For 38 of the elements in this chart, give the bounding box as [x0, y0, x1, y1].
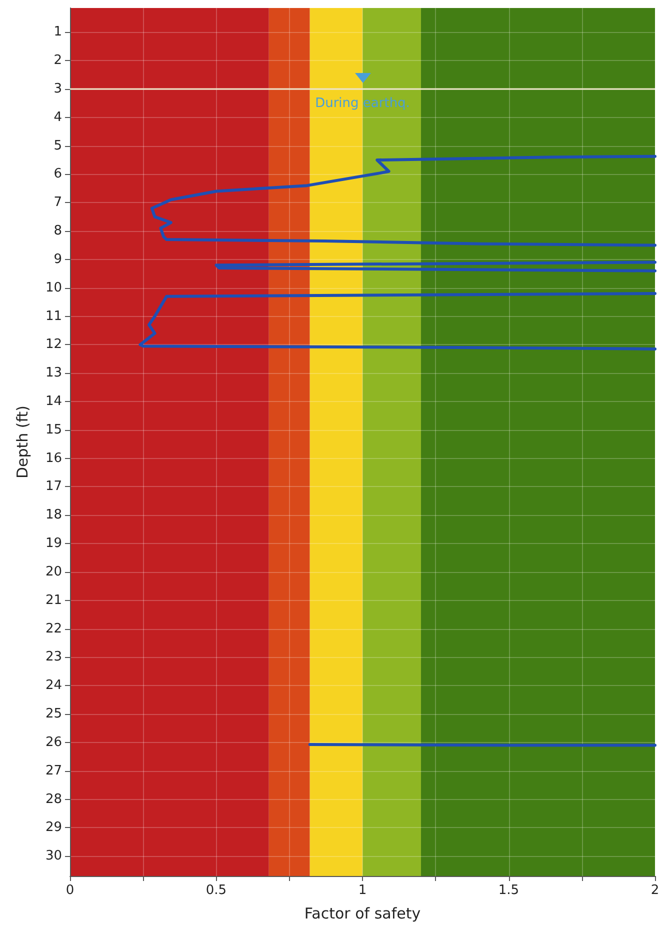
y-tick-label: 13: [45, 366, 62, 381]
y-tick-label: 15: [45, 422, 62, 438]
x-axis-title: Factor of safety: [304, 904, 421, 922]
y-tick-label: 18: [45, 508, 62, 523]
y-tick-label: 8: [54, 224, 62, 239]
y-tick-label: 7: [54, 195, 62, 210]
y-tick-label: 12: [45, 337, 62, 352]
y-tick-label: 20: [45, 564, 62, 580]
y-tick-label: 3: [54, 81, 62, 96]
y-axis-title: Depth (ft): [14, 405, 32, 479]
y-tick-label: 27: [45, 763, 62, 778]
y-tick-label: 28: [45, 792, 62, 807]
y-tick-label: 29: [45, 820, 62, 836]
y-tick-label: 14: [45, 394, 62, 410]
ref-line-label: During earthq.: [315, 96, 410, 111]
y-tick-label: 25: [45, 706, 62, 722]
x-tick-label: 1.5: [498, 883, 520, 898]
y-tick-label: 22: [45, 621, 62, 636]
x-tick-label: 1: [358, 883, 367, 898]
y-tick-label: 9: [54, 252, 62, 267]
y-tick-label: 17: [45, 479, 62, 494]
x-tick-label: 0: [66, 883, 74, 898]
y-tick-label: 4: [54, 110, 62, 125]
y-tick-label: 11: [45, 308, 62, 324]
y-tick-label: 16: [45, 450, 62, 466]
y-tick-label: 19: [45, 536, 62, 552]
y-tick-label: 26: [45, 734, 62, 750]
y-tick-label: 21: [45, 592, 62, 608]
y-tick-label: 1: [54, 24, 62, 40]
y-tick-label: 10: [45, 280, 62, 296]
x-tick-label: 2: [650, 883, 660, 898]
y-tick-label: 30: [45, 848, 62, 864]
y-tick-label: 5: [54, 138, 62, 154]
y-tick-label: 23: [45, 650, 62, 665]
x-tick-label: 0.5: [206, 883, 227, 898]
y-tick-label: 24: [45, 678, 62, 694]
y-tick-label: 2: [54, 53, 62, 68]
y-tick-label: 6: [54, 166, 62, 182]
